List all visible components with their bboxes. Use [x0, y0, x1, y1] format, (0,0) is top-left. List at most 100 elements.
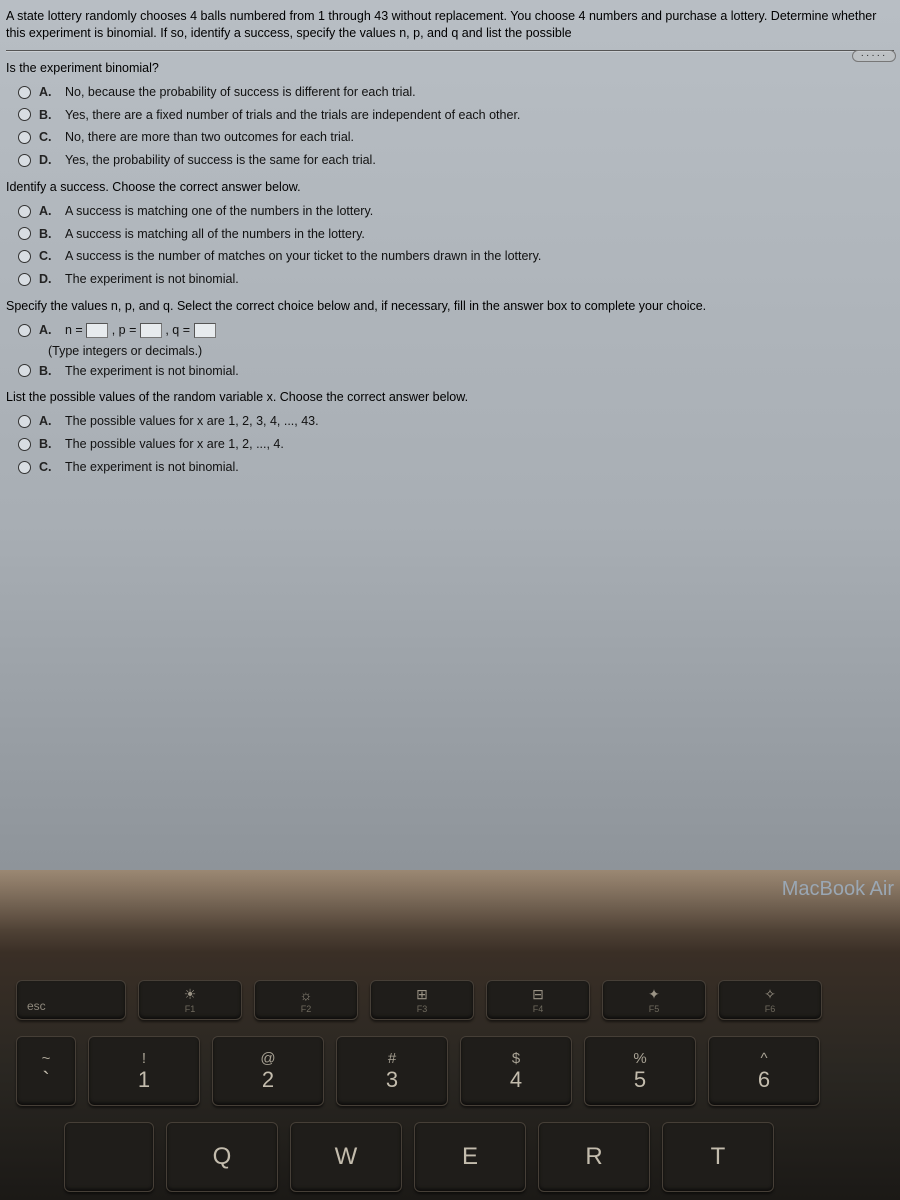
q-label: , q = — [165, 323, 190, 337]
laptop-bezel: MacBook Air esc ☀F1 ☼F2 ⊞F3 ⊟F4 ✦F5 ✧F6 … — [0, 870, 900, 1200]
radio-icon[interactable] — [18, 154, 31, 167]
key-lower: ` — [42, 1067, 49, 1093]
key-lower: 2 — [262, 1067, 274, 1093]
key-lower: 3 — [386, 1067, 398, 1093]
q4-option-a[interactable]: A. The possible values for x are 1, 2, 3,… — [18, 412, 894, 431]
launchpad-icon: ⊟ — [532, 986, 544, 1003]
q2-option-a[interactable]: A. A success is matching one of the numbe… — [18, 202, 894, 221]
option-text: The possible values for x are 1, 2, ...,… — [65, 435, 284, 454]
keyboard-light-down-icon: ✦ — [648, 986, 660, 1003]
p-input[interactable] — [140, 323, 162, 338]
key-4: $4 — [460, 1036, 572, 1106]
option-letter: B. — [39, 106, 57, 125]
radio-icon[interactable] — [18, 273, 31, 286]
brightness-down-icon: ☀ — [184, 986, 197, 1003]
key-f2: ☼F2 — [254, 980, 358, 1020]
option-letter: D. — [39, 270, 57, 289]
q3-prompt: Specify the values n, p, and q. Select t… — [6, 299, 894, 313]
radio-icon[interactable] — [18, 131, 31, 144]
radio-icon[interactable] — [18, 250, 31, 263]
q1-option-c[interactable]: C.No, there are more than two outcomes f… — [18, 128, 894, 147]
problem-statement: A state lottery randomly chooses 4 balls… — [6, 8, 894, 42]
quiz-screen: A state lottery randomly chooses 4 balls… — [0, 0, 900, 870]
q3-optA-note: (Type integers or decimals.) — [48, 344, 894, 358]
key-f5: ✦F5 — [602, 980, 706, 1020]
n-label: n = — [65, 323, 83, 337]
option-text: A success is matching one of the numbers… — [65, 202, 373, 221]
option-letter: B. — [39, 435, 57, 454]
key-q: Q — [166, 1122, 278, 1192]
radio-icon[interactable] — [18, 86, 31, 99]
key-label: esc — [27, 999, 46, 1013]
key-label: F3 — [417, 1004, 428, 1014]
key-label: F4 — [533, 1004, 544, 1014]
key-w: W — [290, 1122, 402, 1192]
q3-option-b[interactable]: B. The experiment is not binomial. — [18, 362, 894, 381]
key-esc: esc — [16, 980, 126, 1020]
key-label: F5 — [649, 1004, 660, 1014]
radio-icon[interactable] — [18, 324, 31, 337]
glare — [0, 870, 900, 930]
option-letter: B. — [39, 362, 57, 381]
key-upper: ~ — [42, 1050, 51, 1067]
radio-icon[interactable] — [18, 364, 31, 377]
option-text: The experiment is not binomial. — [65, 458, 239, 477]
option-text: The experiment is not binomial. — [65, 270, 239, 289]
key-tab — [64, 1122, 154, 1192]
p-label: , p = — [112, 323, 137, 337]
q4-option-c[interactable]: C. The experiment is not binomial. — [18, 458, 894, 477]
option-letter: C. — [39, 458, 57, 477]
mission-control-icon: ⊞ — [416, 986, 428, 1003]
option-text: The possible values for x are 1, 2, 3, 4… — [65, 412, 319, 431]
key-3: #3 — [336, 1036, 448, 1106]
radio-icon[interactable] — [18, 461, 31, 474]
option-text: A success is the number of matches on yo… — [65, 247, 541, 266]
q-input[interactable] — [194, 323, 216, 338]
expand-toggle[interactable]: ····· — [852, 50, 896, 62]
key-tilde: ~` — [16, 1036, 76, 1106]
q1-option-b[interactable]: B. Yes, there are a fixed number of trial… — [18, 106, 894, 125]
key-6: ^6 — [708, 1036, 820, 1106]
n-input[interactable] — [86, 323, 108, 338]
key-2: @2 — [212, 1036, 324, 1106]
q1-option-a[interactable]: A.No, because the probability of success… — [18, 83, 894, 102]
key-f4: ⊟F4 — [486, 980, 590, 1020]
key-lower: 6 — [758, 1067, 770, 1093]
divider — [6, 50, 894, 51]
key-upper: @ — [260, 1050, 275, 1067]
q3-option-a[interactable]: A. n = , p = , q = — [18, 321, 894, 340]
q1-prompt: Is the experiment binomial? — [6, 61, 894, 75]
option-letter: A. — [39, 412, 57, 431]
number-row: ~` !1 @2 #3 $4 %5 ^6 — [4, 1036, 896, 1106]
key-f6: ✧F6 — [718, 980, 822, 1020]
radio-icon[interactable] — [18, 438, 31, 451]
option-letter: A. — [39, 202, 57, 221]
key-1: !1 — [88, 1036, 200, 1106]
radio-icon[interactable] — [18, 227, 31, 240]
key-label: F1 — [185, 1004, 196, 1014]
radio-icon[interactable] — [18, 108, 31, 121]
option-text: No, because the probability of success i… — [65, 83, 416, 102]
option-text: A success is matching all of the numbers… — [65, 225, 365, 244]
option-letter: D. — [39, 151, 57, 170]
key-f3: ⊞F3 — [370, 980, 474, 1020]
key-e: E — [414, 1122, 526, 1192]
option-text: No, there are more than two outcomes for… — [65, 128, 354, 147]
option-text: Yes, there are a fixed number of trials … — [65, 106, 520, 125]
q1-option-d[interactable]: D. Yes, the probability of success is the… — [18, 151, 894, 170]
radio-icon[interactable] — [18, 415, 31, 428]
option-text: The experiment is not binomial. — [65, 362, 239, 381]
radio-icon[interactable] — [18, 205, 31, 218]
option-letter: B. — [39, 225, 57, 244]
q2-option-c[interactable]: C.A success is the number of matches on … — [18, 247, 894, 266]
q2-option-b[interactable]: B. A success is matching all of the numbe… — [18, 225, 894, 244]
option-letter: A. — [39, 321, 57, 340]
key-lower: 4 — [510, 1067, 522, 1093]
key-r: R — [538, 1122, 650, 1192]
key-upper: $ — [512, 1050, 520, 1067]
q2-option-d[interactable]: D. The experiment is not binomial. — [18, 270, 894, 289]
option-text: Yes, the probability of success is the s… — [65, 151, 376, 170]
key-upper: # — [388, 1050, 396, 1067]
keyboard-light-up-icon: ✧ — [764, 986, 776, 1003]
q4-option-b[interactable]: B. The possible values for x are 1, 2, ..… — [18, 435, 894, 454]
